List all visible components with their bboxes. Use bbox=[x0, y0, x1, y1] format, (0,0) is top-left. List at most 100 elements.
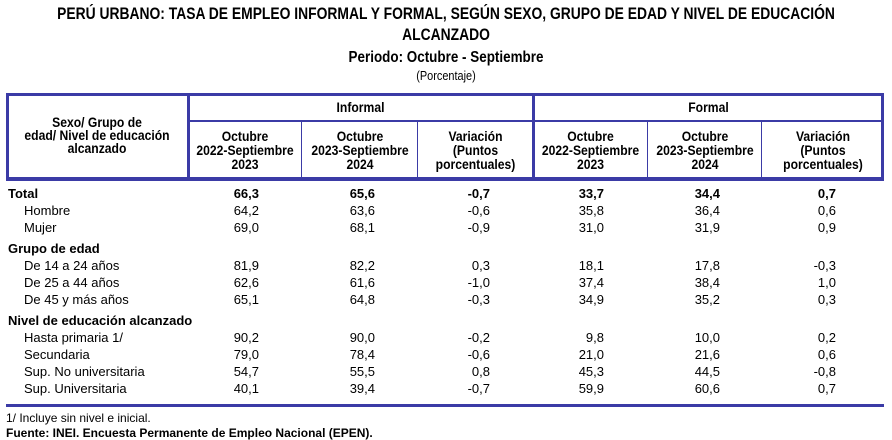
table-bottom-rule bbox=[6, 404, 884, 407]
cell-value: 0,3 bbox=[471, 258, 490, 273]
column-header: 2024 bbox=[346, 157, 374, 172]
cell-value: 90,2 bbox=[233, 330, 259, 345]
row-label: Sup. Universitaria bbox=[24, 381, 127, 396]
row-label: De 45 y más años bbox=[24, 292, 129, 307]
stub-header: alcanzado bbox=[67, 141, 127, 156]
table-row: De 25 a 44 años 62,6 61,6 -1,0 37,4 38,4 1,0 bbox=[0, 275, 892, 292]
cell-value: -1,0 bbox=[467, 275, 490, 290]
cell-value: 78,4 bbox=[349, 347, 375, 362]
table-row: De 14 a 24 años 81,9 82,2 0,3 18,1 17,8 -0,3 bbox=[0, 258, 892, 275]
cell-value: 31,9 bbox=[694, 220, 720, 235]
cell-value: 21,6 bbox=[694, 347, 720, 362]
column-divider bbox=[187, 93, 190, 181]
table-row: Mujer 69,0 68,1 -0,9 31,0 31,9 0,9 bbox=[0, 220, 892, 237]
column-header: 2024 bbox=[691, 157, 719, 172]
cell-value: 66,3 bbox=[233, 186, 259, 201]
cell-value: 60,6 bbox=[694, 381, 720, 396]
cell-value: 0,7 bbox=[817, 381, 836, 396]
group-divider bbox=[188, 120, 884, 122]
row-label: Mujer bbox=[24, 220, 57, 235]
cell-value: 0,7 bbox=[817, 186, 836, 201]
column-header: Octubre bbox=[336, 129, 384, 144]
column-header: Variación bbox=[448, 129, 503, 144]
cell-value: 0,6 bbox=[817, 203, 836, 218]
table-row: Secundaria 79,0 78,4 -0,6 21,0 21,6 0,6 bbox=[0, 347, 892, 364]
cell-value: 65,1 bbox=[233, 292, 259, 307]
column-divider bbox=[647, 122, 648, 181]
cell-value: 35,8 bbox=[578, 203, 604, 218]
unit: (Porcentaje) bbox=[416, 68, 476, 83]
stub-header: Sexo/ Grupo de bbox=[52, 115, 142, 130]
cell-value: 0,6 bbox=[817, 347, 836, 362]
cell-value: 65,6 bbox=[349, 186, 375, 201]
row-label: Nivel de educación alcanzado bbox=[8, 313, 193, 328]
row-label: De 25 a 44 años bbox=[24, 275, 120, 290]
column-header: 2023-Septiembre bbox=[311, 143, 409, 158]
column-header: (Puntos bbox=[452, 143, 499, 158]
column-divider bbox=[532, 93, 535, 181]
cell-value: 18,1 bbox=[578, 258, 604, 273]
cell-value: -0,3 bbox=[813, 258, 836, 273]
cell-value: -0,2 bbox=[467, 330, 490, 345]
row-label: Total bbox=[8, 186, 39, 201]
cell-value: 31,0 bbox=[578, 220, 604, 235]
row-label: Grupo de edad bbox=[8, 241, 100, 256]
cell-value: 62,6 bbox=[233, 275, 259, 290]
row-label: Secundaria bbox=[24, 347, 90, 362]
table-title: PERÚ URBANO: TASA DE EMPLEO INFORMAL Y F… bbox=[57, 5, 835, 23]
cell-value: 61,6 bbox=[349, 275, 375, 290]
row-label: Hasta primaria 1/ bbox=[24, 330, 123, 345]
table-row: Total 66,3 65,6 -0,7 33,7 34,4 0,7 bbox=[0, 186, 892, 203]
cell-value: 81,9 bbox=[233, 258, 259, 273]
formal-header: Formal bbox=[688, 100, 729, 115]
column-header: (Puntos bbox=[800, 143, 846, 158]
cell-value: 63,6 bbox=[349, 203, 375, 218]
cell-value: -0,6 bbox=[467, 203, 490, 218]
table-row: De 45 y más años 65,1 64,8 -0,3 34,9 35,2 0,3 bbox=[0, 292, 892, 309]
cell-value: 79,0 bbox=[233, 347, 259, 362]
cell-value: 34,9 bbox=[578, 292, 604, 307]
cell-value: 55,5 bbox=[349, 364, 375, 379]
cell-value: 82,2 bbox=[349, 258, 375, 273]
column-header: Octubre bbox=[681, 129, 729, 144]
column-divider bbox=[417, 122, 418, 181]
cell-value: 1,0 bbox=[817, 275, 836, 290]
source: Fuente: INEI. Encuesta Permanente de Emp… bbox=[6, 426, 373, 440]
table-row: Hasta primaria 1/90,2 90,0 -0,2 9,8 10,0 0,2 bbox=[0, 330, 892, 347]
table-row: Grupo de edad bbox=[0, 241, 892, 258]
table-row: Sup. No universitaria 54,7 55,5 0,8 45,3 44,5… bbox=[0, 364, 892, 381]
cell-value: 10,0 bbox=[694, 330, 720, 345]
row-label: De 14 a 24 años bbox=[24, 258, 120, 273]
cell-value: 45,3 bbox=[578, 364, 604, 379]
cell-value: 54,7 bbox=[233, 364, 259, 379]
cell-value: 69,0 bbox=[233, 220, 259, 235]
column-divider bbox=[761, 122, 762, 181]
row-label: Hombre bbox=[24, 203, 71, 218]
cell-value: 0,8 bbox=[471, 364, 490, 379]
column-header: 2022-Septiembre bbox=[541, 143, 640, 158]
column-header: Octubre bbox=[221, 129, 269, 144]
cell-value: 36,4 bbox=[694, 203, 720, 218]
table-row: Hombre 64,2 63,6 -0,6 35,8 36,4 0,6 bbox=[0, 203, 892, 220]
cell-value: 35,2 bbox=[694, 292, 720, 307]
cell-value: -0,7 bbox=[467, 186, 490, 201]
table-title-cont: ALCANZADO bbox=[402, 26, 490, 44]
cell-value: 0,9 bbox=[817, 220, 836, 235]
column-header: Variación bbox=[795, 129, 851, 144]
cell-value: 40,1 bbox=[233, 381, 259, 396]
cell-value: 64,2 bbox=[233, 203, 259, 218]
column-header: 2023 bbox=[576, 157, 605, 172]
column-header: porcentuales) bbox=[435, 157, 516, 172]
cell-value: 37,4 bbox=[578, 275, 604, 290]
cell-value: -0,8 bbox=[813, 364, 836, 379]
cell-value: 34,4 bbox=[694, 186, 720, 201]
column-header: porcentuales) bbox=[783, 157, 863, 172]
cell-value: -0,6 bbox=[467, 347, 490, 362]
cell-value: 33,7 bbox=[578, 186, 604, 201]
table-row: Sup. Universitaria 40,1 39,4 -0,7 59,9 60,6 0,… bbox=[0, 381, 892, 398]
cell-value: 21,0 bbox=[578, 347, 604, 362]
cell-value: 38,4 bbox=[694, 275, 720, 290]
cell-value: 44,5 bbox=[694, 364, 720, 379]
cell-value: 9,8 bbox=[585, 330, 604, 345]
cell-value: 90,0 bbox=[349, 330, 375, 345]
